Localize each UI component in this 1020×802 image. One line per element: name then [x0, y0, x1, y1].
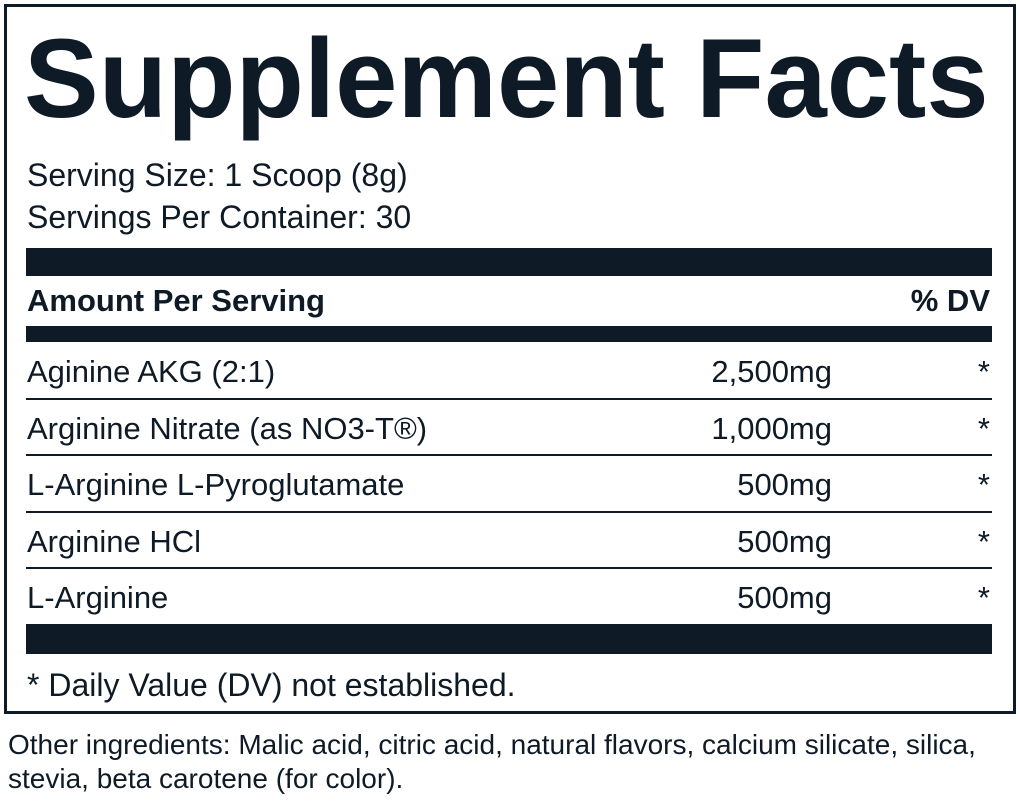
- servings-per-container: Servings Per Container: 30: [27, 199, 412, 235]
- column-header: Amount Per Serving: [27, 283, 325, 318]
- serving-size: Serving Size: 1 Scoop (8g): [27, 157, 408, 193]
- ingredient-name: Arginine Nitrate (as NO3-T®): [27, 410, 428, 446]
- ingredient-name: L-Arginine: [27, 580, 169, 615]
- ingredient-amount: 500mg: [737, 580, 832, 615]
- other-ingredients: Other ingredients: Malic acid, citric ac…: [8, 729, 976, 794]
- title: Supplement Facts: [24, 16, 989, 141]
- ingredient-dv: *: [977, 523, 990, 559]
- ingredient-amount: 500mg: [737, 467, 832, 502]
- label-border: [4, 4, 1016, 714]
- ingredient-dv: *: [977, 580, 990, 615]
- ingredient-dv: *: [977, 467, 990, 502]
- ingredient-amount: 2,500mg: [711, 354, 832, 389]
- ingredient-name: Arginine HCl: [27, 523, 202, 559]
- footnote: * Daily Value (DV) not established.: [27, 667, 516, 703]
- row-divider: [26, 567, 992, 569]
- ingredient-dv: *: [977, 410, 990, 446]
- thick-bar: [26, 248, 992, 276]
- ingredient-dv: *: [977, 354, 990, 389]
- ingredient-name: Aginine AKG (2:1): [27, 354, 276, 389]
- column-header: % DV: [910, 283, 990, 318]
- row-divider: [26, 510, 992, 513]
- row-divider: [26, 397, 992, 400]
- row-divider: [26, 454, 992, 456]
- thick-bar: [26, 624, 992, 654]
- ingredient-name: L-Arginine L-Pyroglutamate: [27, 467, 405, 502]
- medium-bar: [26, 326, 992, 342]
- ingredient-amount: 500mg: [737, 523, 832, 559]
- ingredient-amount: 1,000mg: [711, 410, 832, 446]
